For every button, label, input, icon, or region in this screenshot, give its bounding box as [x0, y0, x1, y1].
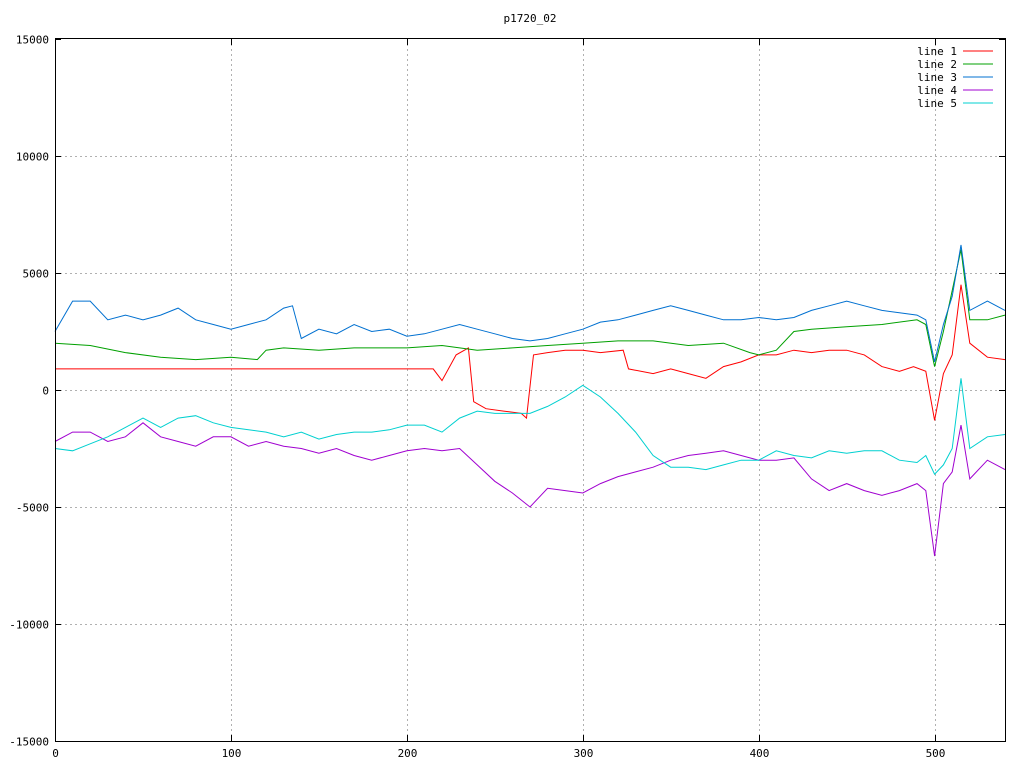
legend-label-4: line 4 [917, 84, 957, 97]
x-tick-label: 100 [222, 747, 242, 760]
y-tick-label: 10000 [16, 151, 49, 164]
x-tick-label: 500 [926, 747, 946, 760]
x-tick-label: 400 [750, 747, 770, 760]
y-tick-label: -5000 [16, 502, 49, 515]
y-tick-label: 0 [42, 385, 49, 398]
plot-frame [55, 38, 1006, 742]
series-line-4 [54, 422, 1006, 557]
x-tick-label: 0 [52, 747, 59, 760]
series-line-5 [54, 378, 1006, 476]
chart-title: p1720_02 [504, 12, 557, 25]
axes: 0 100 200 300 400 500 -15000 -10000 -5000 0 5000 10… [9, 34, 1005, 760]
y-tick-label: 15000 [16, 34, 49, 47]
y-tick-label: -10000 [9, 619, 49, 632]
x-tick-label: 200 [398, 747, 418, 760]
series-line-1 [55, 284, 1006, 421]
legend-label-5: line 5 [917, 97, 957, 110]
x-tick-label: 300 [574, 747, 594, 760]
y-tick-label: 5000 [23, 268, 50, 281]
legend-label-1: line 1 [917, 45, 957, 58]
legend-label-2: line 2 [917, 58, 957, 71]
series-line-2 [54, 249, 1006, 367]
y-tick-label: -15000 [9, 736, 49, 749]
legend-label-3: line 3 [917, 71, 957, 84]
series-line-3 [54, 244, 1006, 363]
series-group [54, 244, 1006, 557]
